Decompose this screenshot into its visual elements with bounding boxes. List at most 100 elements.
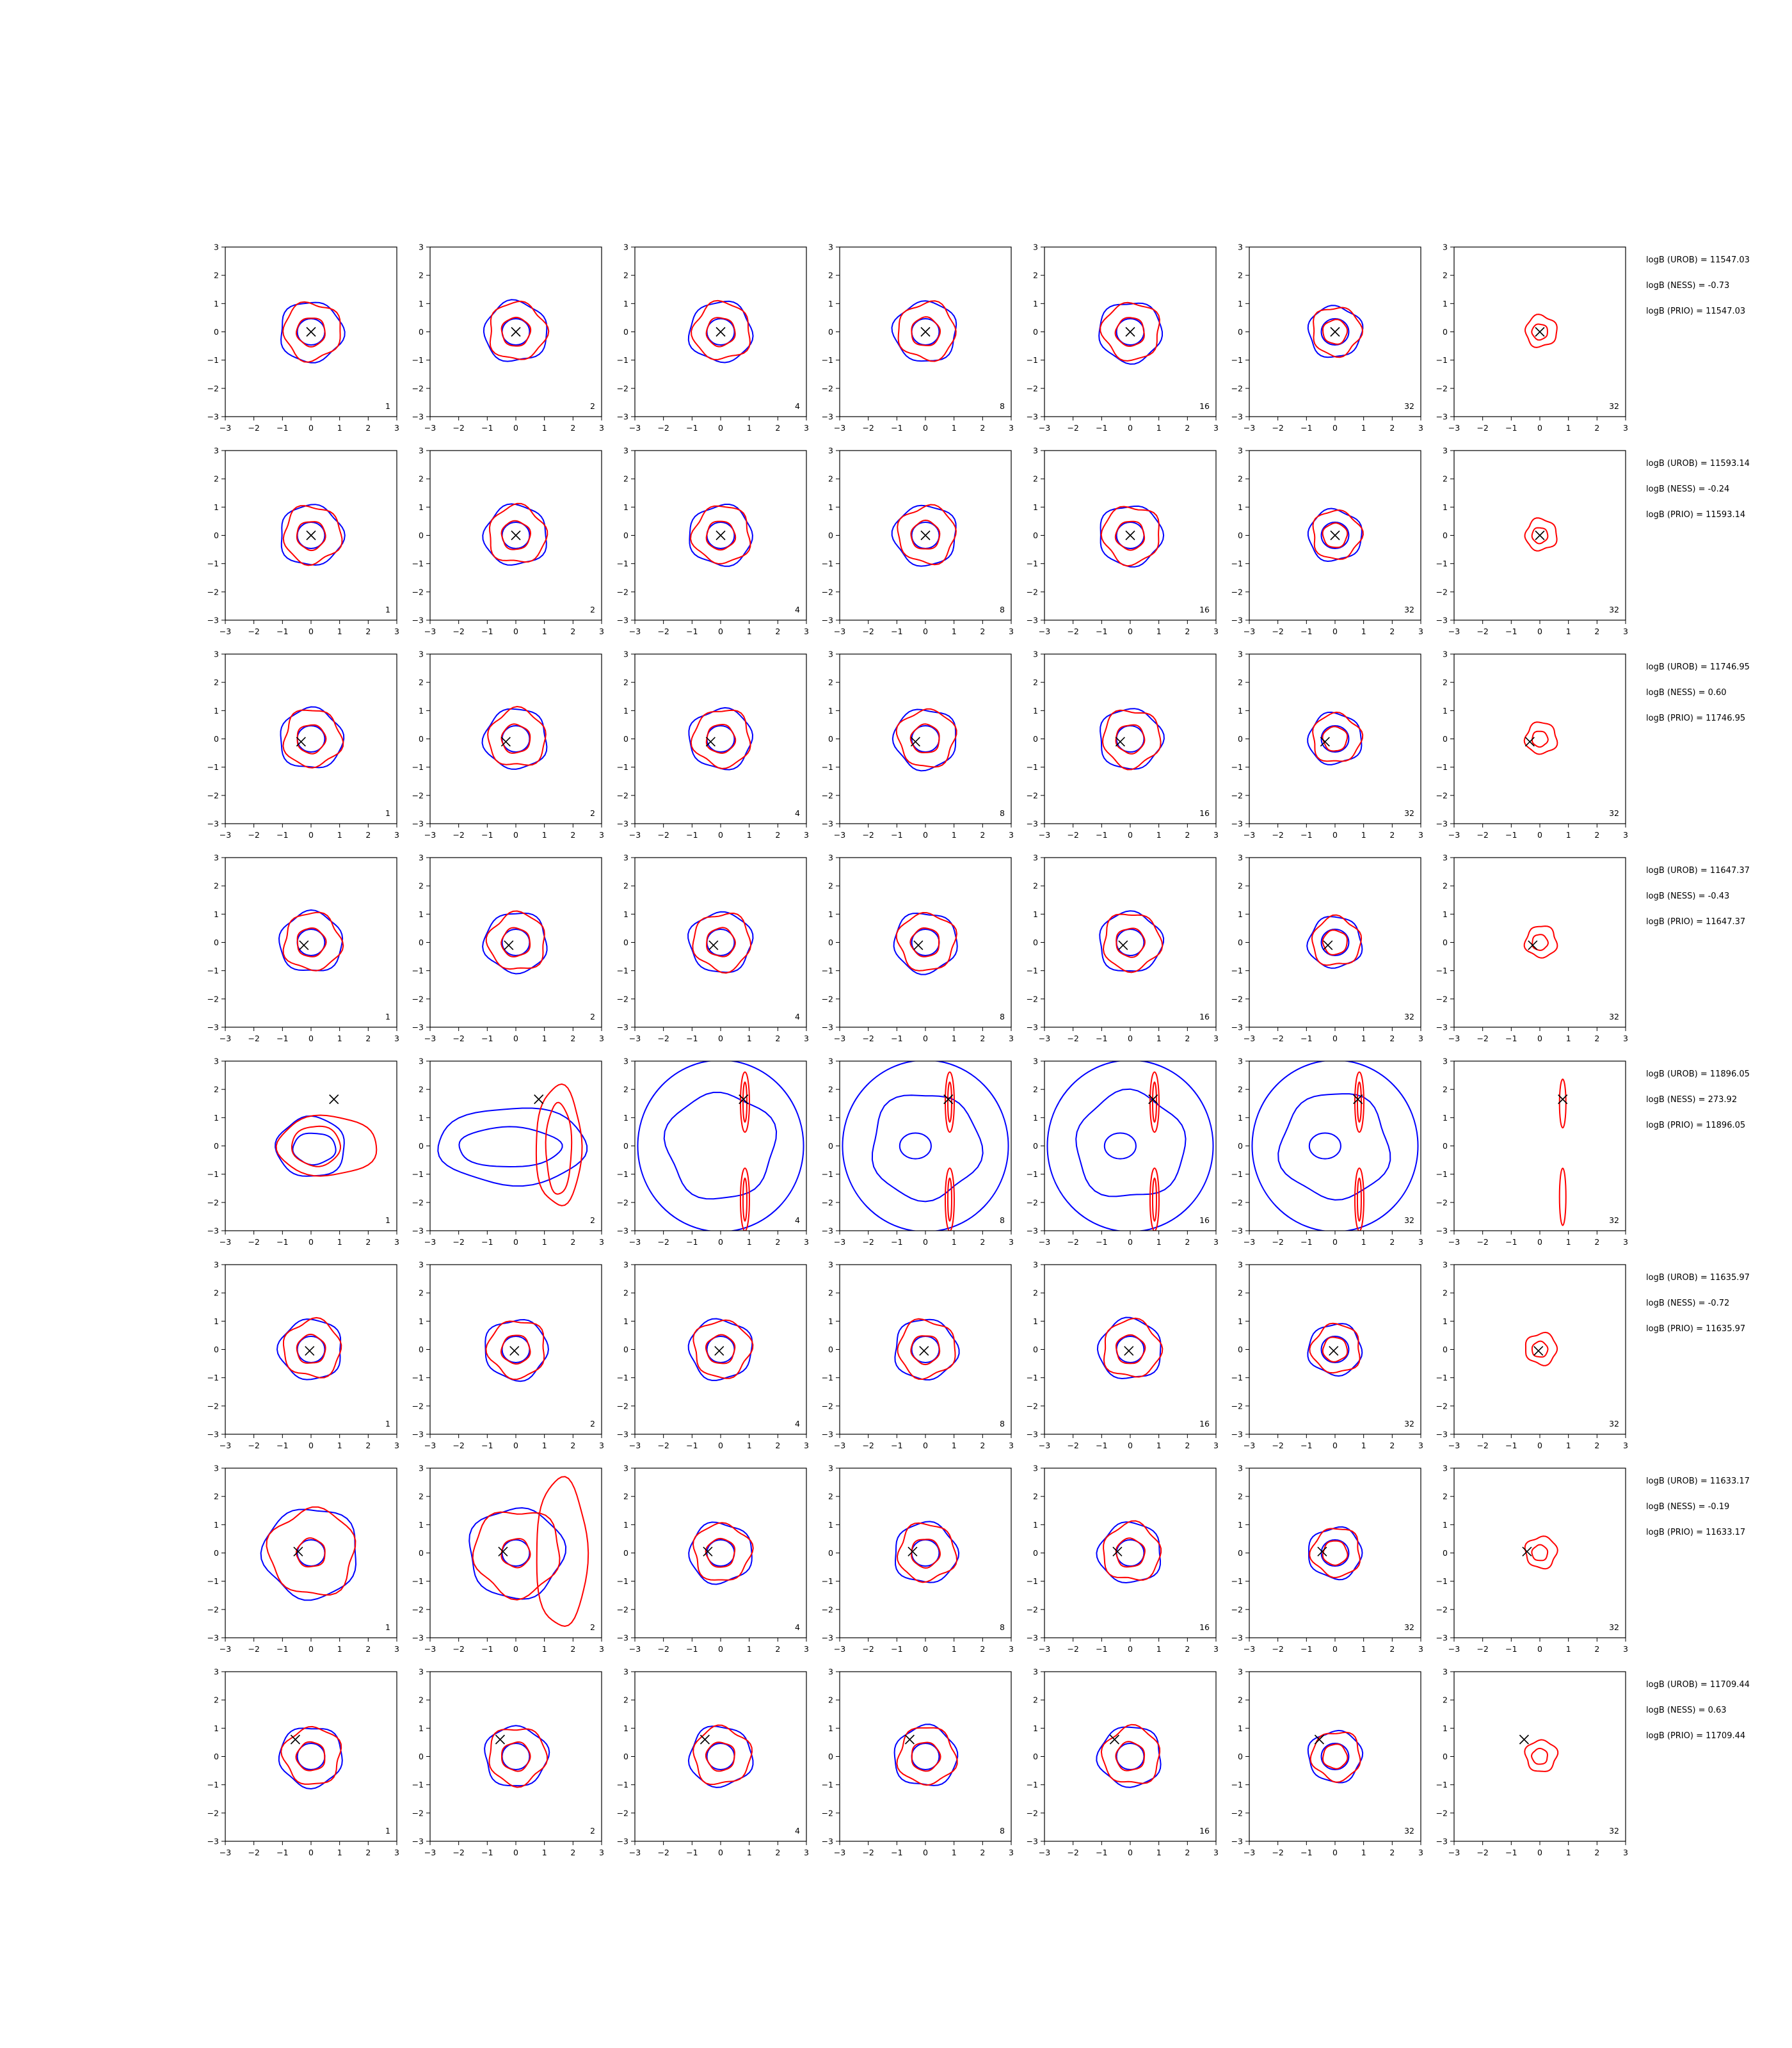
panel-count-label: 2 bbox=[590, 1622, 595, 1632]
y-tick-label: −1 bbox=[1231, 1576, 1243, 1586]
true-position-marker bbox=[306, 530, 316, 541]
y-tick-label: 0 bbox=[419, 734, 424, 744]
x-tick-label: 3 bbox=[599, 1644, 604, 1654]
logb-prio-label: logB (PRIO) = 11633.17 bbox=[1646, 1528, 1745, 1537]
axes-frame bbox=[1044, 857, 1217, 1028]
y-tick-label: −2 bbox=[412, 1604, 424, 1614]
panel-count-label: 32 bbox=[1404, 605, 1414, 614]
blue-contour-outer bbox=[687, 1725, 754, 1788]
blue-contour-outer bbox=[1307, 711, 1363, 765]
y-tick-label: 0 bbox=[623, 1548, 628, 1558]
x-tick-label: −3 bbox=[1244, 627, 1255, 636]
y-tick-label: −3 bbox=[617, 1837, 628, 1846]
logb-urob-label: logB (UROB) = 11746.95 bbox=[1646, 662, 1750, 672]
y-tick-label: 1 bbox=[419, 1520, 424, 1530]
y-tick-label: −1 bbox=[1436, 559, 1448, 568]
x-tick-label: 2 bbox=[570, 1848, 575, 1857]
contour-layer bbox=[892, 708, 957, 772]
y-tick-label: 2 bbox=[828, 881, 833, 891]
y-tick-label: −1 bbox=[822, 1169, 833, 1179]
x-tick-label: −2 bbox=[1476, 830, 1488, 840]
red-contour-inner bbox=[1532, 934, 1549, 951]
y-tick-label: 2 bbox=[214, 1288, 219, 1298]
panel-count-label: 1 bbox=[385, 401, 390, 411]
x-tick-label: 2 bbox=[1185, 830, 1190, 840]
subplot-r6-c2: −3 3 −2 2 −1 1 0 0 1 −1 2 −2 3 −3 2 bbox=[412, 1260, 604, 1451]
panel-count-label: 4 bbox=[795, 1419, 800, 1428]
x-tick-label: −2 bbox=[1067, 830, 1078, 840]
blue-contour-mid bbox=[1075, 1088, 1187, 1197]
x-tick-label: 1 bbox=[337, 1237, 342, 1247]
subplot-r2-c7: −3 3 −2 2 −1 1 0 0 1 −1 2 −2 3 −3 32 bbox=[1436, 446, 1628, 637]
contour-layer bbox=[842, 1061, 1009, 1231]
y-tick-label: 1 bbox=[419, 909, 424, 919]
true-position-marker bbox=[920, 326, 931, 337]
blue-contour-outer bbox=[687, 300, 754, 364]
y-tick-label: −1 bbox=[617, 559, 628, 568]
y-tick-label: −3 bbox=[1436, 412, 1448, 422]
y-tick-label: −2 bbox=[412, 383, 424, 393]
red-contour-upper bbox=[1354, 1071, 1364, 1133]
y-tick-label: 1 bbox=[623, 1520, 628, 1530]
subplot-r4-c3: −3 3 −2 2 −1 1 0 0 1 −1 2 −2 3 −3 4 bbox=[617, 853, 809, 1044]
y-tick-label: 1 bbox=[1443, 1724, 1448, 1733]
y-tick-label: 3 bbox=[1443, 1260, 1448, 1270]
red-contour-outer bbox=[1309, 1731, 1361, 1783]
x-tick-label: 2 bbox=[570, 1644, 575, 1654]
blue-contour-outer bbox=[893, 912, 958, 975]
y-tick-label: 0 bbox=[1238, 531, 1243, 540]
panel-count-label: 4 bbox=[795, 1622, 800, 1632]
x-tick-label: 2 bbox=[1389, 1848, 1395, 1857]
contour-layer bbox=[481, 705, 548, 770]
x-tick-label: 0 bbox=[718, 1441, 723, 1450]
y-tick-label: 3 bbox=[1238, 1464, 1243, 1473]
x-tick-label: 2 bbox=[1389, 1237, 1395, 1247]
blue-contour-outer bbox=[1099, 910, 1165, 972]
axes-frame bbox=[1044, 653, 1217, 824]
x-tick-label: 0 bbox=[923, 1034, 928, 1043]
x-tick-label: −1 bbox=[891, 1441, 902, 1450]
y-tick-label: −3 bbox=[1231, 412, 1243, 422]
x-tick-label: 1 bbox=[747, 1441, 752, 1450]
blue-contour-outer bbox=[689, 504, 753, 567]
y-tick-label: 2 bbox=[828, 1492, 833, 1501]
contour-layer bbox=[893, 911, 958, 975]
x-tick-label: 0 bbox=[718, 627, 723, 636]
panel-count-label: 8 bbox=[1000, 1826, 1005, 1836]
y-tick-label: 2 bbox=[214, 1492, 219, 1501]
x-tick-label: −3 bbox=[220, 423, 231, 433]
x-tick-label: 0 bbox=[1537, 1848, 1542, 1857]
y-tick-label: 1 bbox=[1033, 909, 1038, 919]
x-tick-label: 3 bbox=[1418, 423, 1423, 433]
y-tick-label: −3 bbox=[1231, 819, 1243, 829]
y-tick-label: −3 bbox=[207, 1837, 219, 1846]
y-tick-label: 0 bbox=[214, 1548, 219, 1558]
x-tick-label: 0 bbox=[308, 1644, 314, 1654]
y-tick-label: −1 bbox=[822, 966, 833, 975]
y-tick-label: 0 bbox=[623, 1345, 628, 1354]
x-tick-label: −2 bbox=[657, 1237, 669, 1247]
red-contour-lower-inner bbox=[742, 1177, 748, 1222]
x-tick-label: −3 bbox=[424, 627, 436, 636]
y-tick-label: −3 bbox=[1027, 412, 1038, 422]
y-tick-label: 1 bbox=[1238, 1520, 1243, 1530]
x-tick-label: 0 bbox=[513, 423, 518, 433]
y-tick-label: 1 bbox=[828, 1113, 833, 1123]
x-tick-label: −3 bbox=[424, 1237, 436, 1247]
y-tick-label: 2 bbox=[1443, 678, 1448, 687]
y-tick-label: 0 bbox=[419, 531, 424, 540]
y-tick-label: 1 bbox=[828, 909, 833, 919]
x-tick-label: −2 bbox=[1476, 423, 1488, 433]
x-tick-label: 1 bbox=[1566, 423, 1571, 433]
y-tick-label: 3 bbox=[419, 1667, 424, 1677]
x-tick-label: −3 bbox=[1039, 830, 1050, 840]
y-tick-label: 1 bbox=[1443, 299, 1448, 308]
panel-count-label: 16 bbox=[1199, 1419, 1210, 1428]
y-tick-label: −3 bbox=[207, 616, 219, 625]
y-tick-label: −1 bbox=[822, 1780, 833, 1789]
blue-contour-outer bbox=[1046, 1061, 1214, 1231]
y-tick-label: 0 bbox=[828, 938, 833, 947]
x-tick-label: 3 bbox=[1623, 1034, 1628, 1043]
x-tick-label: −3 bbox=[220, 1644, 231, 1654]
row-stats-r1: logB (UROB) = 11547.03 logB (NESS) = -0.7… bbox=[1646, 255, 1750, 316]
